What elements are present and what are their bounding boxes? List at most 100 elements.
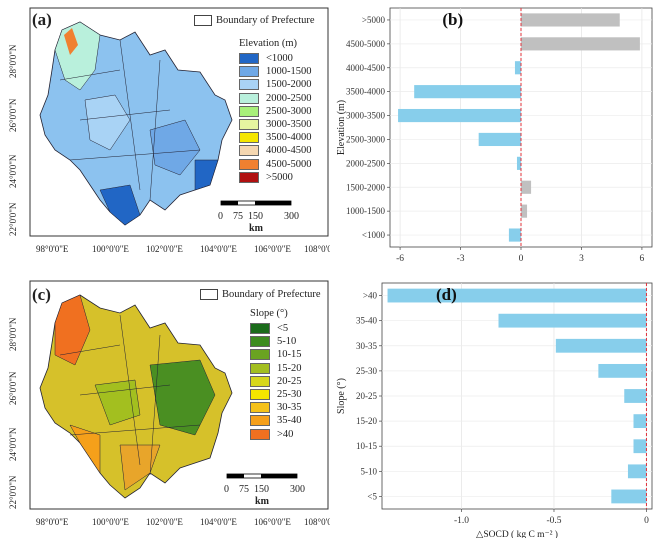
slope-map-panel: (c) Boundary of Prefecture Slope (°) <5 5… (0, 275, 330, 538)
legend-item: 4000-4500 (239, 144, 312, 157)
legend-label: <5 (277, 323, 289, 335)
scale-tick: 0 (224, 484, 229, 495)
legend-item: 30-35 (250, 401, 302, 414)
x-tick-label: 3 (579, 254, 584, 264)
legend-swatch (250, 349, 270, 361)
slope-legend-title: Slope (°) (250, 308, 288, 319)
x-tick-label: -1.0 (454, 516, 469, 526)
x-axis-label: △SOCD ( kg C m⁻² ) (476, 529, 558, 538)
x-tick: 98°0'0"E (36, 244, 69, 254)
x-tick: 100°0'0"E (92, 244, 129, 254)
scale-unit: km (249, 223, 263, 234)
bar (516, 156, 521, 170)
bar (387, 288, 647, 303)
legend-label: 4000-4500 (266, 145, 312, 157)
y-tick-label: <1000 (362, 230, 386, 240)
x-tick: 106°0'0"E (254, 517, 291, 527)
boundary-legend-a: Boundary of Prefecture (194, 15, 315, 26)
elevation-map-panel: (a) Boundary of Prefecture Elevation (m)… (0, 0, 330, 265)
x-tick: 100°0'0"E (92, 517, 129, 527)
scale-unit: km (255, 496, 269, 507)
legend-swatch (239, 119, 259, 131)
slope-bar-chart-svg: -1.0 -0.5 0 <5 5-10 10-15 15-20 20-25 25-30 30-35… (336, 282, 653, 540)
legend-swatch (250, 375, 270, 387)
y-tick-label: 1000-1500 (346, 206, 385, 216)
boundary-swatch (194, 15, 212, 26)
x-tick-label: 6 (640, 254, 645, 264)
x-tick-label: 0 (519, 254, 524, 264)
boundary-legend-c: Boundary of Prefecture (200, 289, 321, 300)
bar (521, 13, 620, 27)
x-tick-label: -0.5 (546, 516, 561, 526)
y-axis-label: Slope (°) (336, 378, 347, 414)
x-tick: 98°0'0"E (36, 517, 69, 527)
y-tick: 22°0'0"N (8, 475, 18, 509)
legend-item: 5-10 (250, 335, 302, 348)
x-tick: 102°0'0"E (146, 517, 183, 527)
legend-swatch (239, 92, 259, 104)
legend-swatch (250, 402, 270, 414)
legend-swatch (239, 105, 259, 117)
y-axis-label: Elevation (m) (336, 100, 347, 155)
legend-item: <5 (250, 322, 302, 335)
y-tick-label: 5-10 (361, 466, 378, 476)
panel-label: (b) (442, 10, 463, 29)
bar (521, 204, 528, 218)
legend-item: >5000 (239, 171, 312, 184)
legend-label: 15-20 (277, 362, 302, 374)
scale-tick: 300 (284, 211, 299, 222)
scale-tick: 150 (254, 484, 269, 495)
y-tick-label: 20-25 (356, 391, 377, 401)
legend-label: 30-35 (277, 402, 302, 414)
boundary-swatch (200, 289, 218, 300)
legend-item: 3500-4000 (239, 131, 312, 144)
legend-swatch (239, 79, 259, 91)
legend-swatch (239, 66, 259, 78)
legend-swatch (239, 158, 259, 170)
elevation-bar-chart-svg: -6 -3 0 3 6 <1000 1000-1500 1500-2000 2000-2500 2… (336, 7, 653, 278)
y-tick-label: >5000 (362, 15, 386, 25)
y-tick: 26°0'0"N (8, 98, 18, 132)
legend-item: >40 (250, 428, 302, 441)
y-tick-label: >40 (363, 291, 378, 301)
elevation-bar-chart: -6 -3 0 3 6 <1000 1000-1500 1500-2000 2000-2500 2… (332, 0, 658, 278)
boundary-label: Boundary of Prefecture (216, 15, 315, 26)
bar (521, 37, 640, 51)
legend-swatch (239, 132, 259, 144)
legend-item: 20-25 (250, 375, 302, 388)
y-tick-label: 25-30 (356, 366, 377, 376)
x-tick-label: -3 (457, 254, 465, 264)
y-tick-label: 4500-5000 (346, 39, 385, 49)
legend-swatch (250, 362, 270, 374)
legend-label: <1000 (266, 53, 293, 65)
legend-label: >40 (277, 428, 294, 440)
y-tick-label: 15-20 (356, 416, 377, 426)
legend-item: 1500-2000 (239, 78, 312, 91)
y-tick-label: 4000-4500 (346, 63, 385, 73)
bar (633, 439, 647, 454)
legend-label: 5-10 (277, 336, 297, 348)
scale-bar-a: 0 75 150 300 km (218, 200, 308, 234)
panel-label-c: (c) (32, 285, 51, 304)
x-tick: 102°0'0"E (146, 244, 183, 254)
boundary-label: Boundary of Prefecture (222, 289, 321, 300)
legend-item: <1000 (239, 52, 312, 65)
legend-label: 1000-1500 (266, 66, 312, 78)
bar (555, 338, 647, 353)
legend-label: 2000-2500 (266, 92, 312, 104)
scale-bar-graphic (220, 200, 292, 206)
x-tick: 104°0'0"E (200, 517, 237, 527)
legend-swatch (239, 53, 259, 65)
legend-swatch (239, 145, 259, 157)
panel-label: (d) (436, 285, 457, 304)
bar (514, 61, 521, 75)
legend-item: 4500-5000 (239, 158, 312, 171)
y-tick-label: 10-15 (356, 441, 377, 451)
bar (414, 85, 521, 99)
elevation-legend: Elevation (m) <1000 1000-1500 1500-2000 200… (239, 38, 312, 184)
legend-item: 25-30 (250, 388, 302, 401)
legend-item: 2500-3000 (239, 105, 312, 118)
y-tick: 22°0'0"N (8, 202, 18, 236)
y-tick: 28°0'0"N (8, 44, 18, 78)
legend-label: 4500-5000 (266, 158, 312, 170)
